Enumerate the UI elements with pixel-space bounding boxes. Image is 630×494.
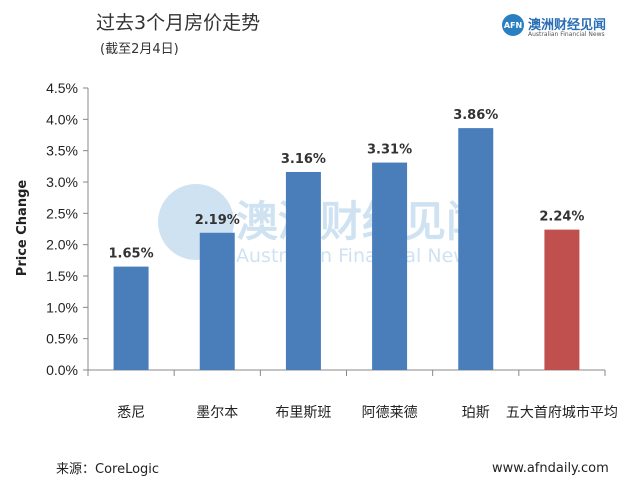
bar	[285, 171, 321, 370]
bar	[199, 232, 235, 370]
bar	[113, 266, 149, 370]
logo-text-cn: 澳洲财经见闻	[528, 18, 607, 33]
source-note: 来源：CoreLogic	[56, 462, 160, 477]
y-tick-label: 4.0%	[46, 111, 78, 127]
logo-text-en: Australian Financial News	[528, 31, 605, 38]
x-tick-label: 阿德莱德	[362, 405, 418, 421]
data-label: 2.24%	[539, 210, 584, 225]
y-tick-label: 0.5%	[46, 331, 78, 347]
x-tick-label: 珀斯	[462, 405, 490, 421]
chart-subtitle: (截至2月4日)	[100, 42, 179, 57]
y-tick-label: 3.5%	[46, 143, 78, 159]
y-tick-label: 0.0%	[46, 362, 78, 378]
x-tick-label: 五大首府城市平均	[506, 404, 618, 421]
x-tick-label: 布里斯班	[275, 405, 331, 421]
y-tick-label: 4.5%	[46, 80, 78, 96]
bars	[113, 128, 580, 370]
data-label: 3.16%	[281, 152, 326, 167]
y-tick-label: 1.0%	[46, 299, 78, 315]
x-tick-label: 悉尼	[117, 405, 145, 421]
data-label: 2.19%	[195, 213, 240, 228]
data-labels: 1.65% 2.19% 3.16% 3.31% 3.86% 2.24%	[109, 108, 585, 261]
afn-logo: AFN 澳洲财经见闻 Australian Financial News	[502, 14, 620, 40]
y-axis-label: Price Change	[15, 180, 30, 277]
site-url[interactable]: www.afndaily.com	[492, 461, 609, 476]
chart-title: 过去3个月房价走势	[96, 12, 261, 34]
x-tick-label: 墨尔本	[196, 405, 238, 421]
watermark-text-en: Australian Financial News	[236, 245, 479, 267]
bar	[372, 162, 408, 370]
y-tick-label: 3.0%	[46, 174, 78, 190]
data-label: 3.86%	[453, 108, 498, 123]
y-tick-label: 2.5%	[46, 205, 78, 221]
y-tick-label: 1.5%	[46, 268, 78, 284]
afn-logo-icon: AFN	[502, 14, 524, 36]
bar	[458, 128, 494, 370]
axes: 0.0% 0.5% 1.0% 1.5% 2.0% 2.5% 3.0% 3.5% 4.0% 4.5%…	[46, 80, 618, 421]
data-label: 1.65%	[109, 247, 154, 262]
bar	[544, 229, 580, 370]
y-tick-label: 2.0%	[46, 237, 78, 253]
watermark-text-cn: 澳洲财经见闻	[236, 197, 488, 246]
data-label: 3.31%	[367, 143, 412, 158]
